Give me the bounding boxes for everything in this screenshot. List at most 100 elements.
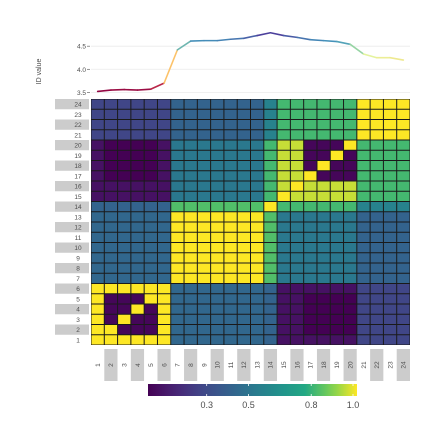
heatmap-cell	[184, 232, 197, 242]
heatmap-cell	[264, 294, 277, 304]
heatmap-cell	[277, 140, 290, 150]
y-label-band	[55, 252, 89, 263]
heatmap-cell	[118, 314, 131, 324]
heatmap-cell	[370, 273, 383, 283]
heatmap-cell	[383, 222, 397, 232]
heatmap-cell	[251, 191, 264, 201]
heatmap-cell	[157, 202, 171, 212]
y-label-band	[55, 242, 89, 253]
heatmap-cell	[157, 222, 171, 232]
heatmap-cell	[91, 99, 104, 109]
heatmap-cell	[330, 243, 344, 253]
heatmap-cell	[184, 304, 197, 314]
heatmap-cell	[304, 273, 317, 283]
x-label-band	[144, 349, 158, 381]
heatmap-cell	[224, 253, 237, 263]
heatmap-cell	[357, 284, 370, 294]
heatmap-cell	[304, 263, 317, 273]
heatmap-panel: 1234567891011121314151617181920212223241…	[55, 99, 410, 381]
heatmap-cell	[237, 263, 250, 273]
heatmap-cell	[304, 232, 317, 242]
heatmap-cell	[118, 222, 131, 232]
x-label-band	[316, 349, 331, 381]
x-label-band	[250, 349, 264, 381]
heatmap-cell	[397, 284, 410, 294]
heatmap-cell	[144, 161, 157, 171]
heatmap-cell	[330, 202, 344, 212]
heatmap-cell	[118, 171, 131, 181]
heatmap-cell	[344, 325, 357, 335]
heatmap-cell	[171, 263, 184, 273]
heatmap-cell	[370, 140, 383, 150]
heatmap-cell	[224, 202, 237, 212]
heatmap-cell	[330, 253, 344, 263]
heatmap-cell	[264, 202, 277, 212]
heatmap-cell	[224, 304, 237, 314]
heatmap-cell	[184, 212, 197, 222]
heatmap-cell	[224, 161, 237, 171]
heatmap-cell	[357, 161, 370, 171]
heatmap-cell	[357, 335, 370, 345]
heatmap-cell	[104, 314, 118, 324]
heatmap-cell	[118, 130, 131, 140]
heatmap-cell	[197, 222, 211, 232]
x-label-band	[290, 349, 304, 381]
heatmap-cell	[118, 263, 131, 273]
heatmap-cell	[397, 243, 410, 253]
heatmap-cell	[304, 120, 317, 130]
heatmap-cell	[171, 120, 184, 130]
heatmap-cell	[304, 222, 317, 232]
x-label-band	[343, 349, 357, 381]
x-tick-label: 7	[175, 363, 182, 367]
heatmap-cell	[171, 130, 184, 140]
heatmap-cell	[304, 181, 317, 191]
heatmap-cell	[197, 294, 211, 304]
heatmap-cell	[144, 253, 157, 263]
heatmap-cell	[344, 171, 357, 181]
y-label-band	[55, 201, 89, 212]
line-segment	[243, 34, 258, 40]
heatmap-cell	[357, 140, 370, 150]
heatmap-cell	[370, 130, 383, 140]
heatmap-cell	[344, 263, 357, 273]
heatmap-cell	[91, 150, 104, 160]
x-tick-label: 20	[347, 361, 354, 369]
heatmap-cell	[237, 284, 250, 294]
x-label-band	[157, 349, 171, 381]
y-label-band	[55, 232, 89, 243]
heatmap-cell	[237, 304, 250, 314]
line-segment	[150, 82, 165, 90]
y-label-band	[55, 170, 89, 181]
x-tick-label: 10	[215, 361, 222, 369]
heatmap-cell	[157, 120, 171, 130]
heatmap-cell	[344, 284, 357, 294]
line-segment	[136, 88, 152, 91]
heatmap-cell	[330, 120, 344, 130]
heatmap-cell	[157, 130, 171, 140]
x-tick-label: 2	[108, 363, 115, 367]
heatmap-cell	[344, 191, 357, 201]
heatmap-cell	[383, 314, 397, 324]
heatmap-cell	[290, 181, 304, 191]
heatmap-cell	[383, 109, 397, 119]
heatmap-cell	[370, 191, 383, 201]
heatmap-cell	[211, 140, 224, 150]
heatmap-cell	[237, 99, 250, 109]
heatmap-cell	[131, 232, 144, 242]
heatmap-cell	[264, 314, 277, 324]
heatmap-cell	[357, 232, 370, 242]
heatmap-cell	[344, 294, 357, 304]
line-segment	[282, 34, 298, 39]
y-tick-label: 21	[74, 132, 82, 139]
heatmap-cell	[104, 222, 118, 232]
heatmap-cell	[357, 253, 370, 263]
heatmap-cell	[290, 120, 304, 130]
heatmap-cell	[304, 253, 317, 263]
heatmap-cell	[251, 120, 264, 130]
heatmap-cell	[91, 130, 104, 140]
heatmap-cell	[91, 294, 104, 304]
heatmap-cell	[277, 284, 290, 294]
heatmap-cell	[131, 314, 144, 324]
heatmap-cell	[383, 294, 397, 304]
x-tick-label: 16	[294, 361, 301, 369]
